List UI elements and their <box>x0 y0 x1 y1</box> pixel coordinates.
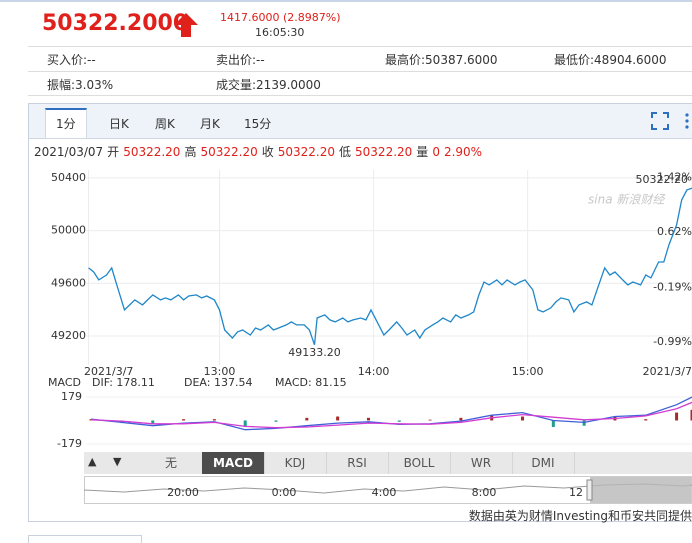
info-line: 2021/03/07 开 50322.20 高 50322.20 收 50322.20 低 50… <box>34 143 482 160</box>
info-date: 2021/03/07 <box>34 145 104 159</box>
info-value: 50322.20 <box>200 145 258 159</box>
stats-row <box>28 71 692 96</box>
indicator-tab[interactable]: RSI <box>326 452 389 474</box>
period-tab[interactable]: 1分 <box>45 108 87 138</box>
up-arrow <box>174 13 198 37</box>
navigator-label: 12 <box>569 486 583 499</box>
navigator: 20:00 0:00 4:00 8:00 12 <box>84 476 692 504</box>
change: 1417.6000 (2.8987%) <box>220 11 341 24</box>
stat: 振幅:3.03% <box>47 78 114 92</box>
info-value: 50322.20 <box>355 145 413 159</box>
navigator-label: 20:00 <box>167 486 199 499</box>
info-value: 0 <box>432 145 440 159</box>
period-tabs: 1分 日K 周K 月K 15分 <box>29 104 692 139</box>
navigator-label: 4:00 <box>372 486 397 499</box>
price: 50322.2000 <box>42 11 189 36</box>
bottom-tab <box>28 535 142 543</box>
period-tab[interactable]: 周K <box>155 117 175 131</box>
stat: 最高价:50387.6000 <box>385 53 498 67</box>
indicator-tab[interactable]: 无 <box>140 452 203 474</box>
stat: 最低价:48904.6000 <box>554 53 667 67</box>
info-label: 量 <box>416 145 429 159</box>
info-value: 50322.20 <box>123 145 181 159</box>
period-tab[interactable]: 15分 <box>244 117 272 131</box>
stat: 卖出价:-- <box>216 53 265 67</box>
navigator-label: 0:00 <box>272 486 297 499</box>
info-change: 2.90% <box>443 145 483 159</box>
indicator-tabs: ▲ ▼ 无 MACD KDJ RSI BOLL WR DMI <box>84 452 692 474</box>
stat: 买入价:-- <box>47 53 96 67</box>
info-value: 50322.20 <box>277 145 336 159</box>
indicator-tab[interactable]: WR <box>450 452 513 474</box>
info-label: 开 <box>107 145 120 159</box>
stat: 成交量:2139.0000 <box>216 78 321 92</box>
indicator-tab[interactable]: BOLL <box>388 452 451 474</box>
fullscreen-icon[interactable] <box>651 112 669 130</box>
footer: 数据由英为财情Investing和币安共同提供 <box>468 509 692 523</box>
indicator-tab[interactable]: KDJ <box>264 452 327 474</box>
more-icon[interactable] <box>684 112 690 130</box>
navigator-label: 8:00 <box>472 486 497 499</box>
period-tab[interactable]: 月K <box>200 117 220 131</box>
chart-panel <box>28 103 692 522</box>
info-label: 低 <box>339 145 352 159</box>
stats-row <box>28 46 692 72</box>
top-border <box>0 0 692 2</box>
time: 16:05:30 <box>255 26 305 39</box>
up-button[interactable]: ▲ <box>88 455 97 468</box>
info-label: 收 <box>261 145 274 159</box>
indicator-tab[interactable]: MACD <box>202 452 265 474</box>
period-tab[interactable]: 日K <box>109 117 129 131</box>
navigator-selection[interactable] <box>590 477 691 503</box>
info-label: 高 <box>184 145 197 159</box>
navigator-handle[interactable] <box>586 479 593 501</box>
down-button[interactable]: ▼ <box>113 455 122 468</box>
indicator-tab[interactable]: DMI <box>512 452 575 474</box>
